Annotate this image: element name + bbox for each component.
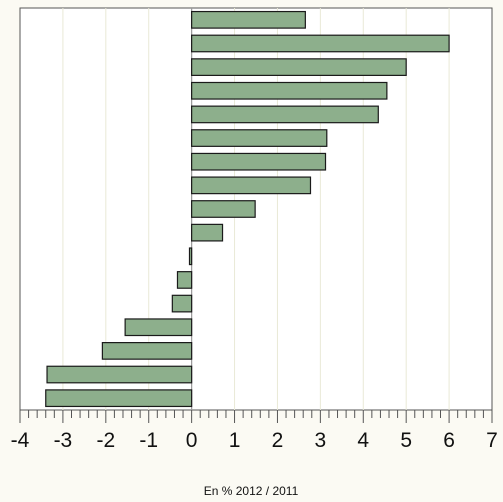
bar <box>191 223 224 242</box>
x-tick-label: -3 <box>54 429 73 452</box>
x-tick-label: 5 <box>400 429 412 452</box>
x-tick-label: -4 <box>11 429 30 452</box>
x-tick-label: -2 <box>96 429 115 452</box>
x-tick-label: 2 <box>272 429 284 452</box>
x-tick-label: -1 <box>139 429 158 452</box>
bar <box>191 129 328 147</box>
bar <box>101 342 193 360</box>
bar <box>45 389 193 408</box>
bar <box>171 294 193 313</box>
x-tick-labels: -4 -3 -2 -1 0 1 2 3 4 5 6 7 <box>11 429 498 452</box>
x-tick-label: 4 <box>357 429 369 452</box>
bar <box>188 247 193 266</box>
x-tick-label: 6 <box>443 429 455 452</box>
x-tick-label: 7 <box>486 429 498 452</box>
x-tick-label: 0 <box>186 429 198 452</box>
x-tick-label: 3 <box>315 429 327 452</box>
bar <box>124 318 193 337</box>
bar <box>46 365 193 384</box>
bar <box>191 81 388 100</box>
bar <box>191 200 256 218</box>
bar <box>191 152 327 171</box>
bar <box>191 10 306 29</box>
bar <box>191 34 450 53</box>
bar-series <box>45 10 450 408</box>
x-axis <box>19 410 493 423</box>
bar <box>176 271 193 289</box>
bar <box>191 105 379 124</box>
bar <box>191 176 312 195</box>
x-axis-title: En % 2012 / 2011 <box>204 484 299 498</box>
bar <box>191 58 407 76</box>
x-tick-label: 1 <box>229 429 241 452</box>
